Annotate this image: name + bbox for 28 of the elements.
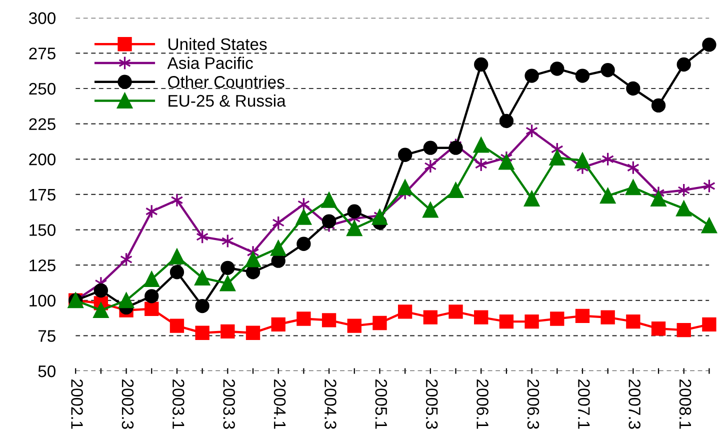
y-tick-label: 250 (29, 82, 56, 95)
y-tick-label: 175 (30, 189, 56, 201)
x-tick-label: 2003.3 (223, 379, 235, 429)
legend-label: Asia Pacific (167, 56, 253, 69)
y-tick-label: 75 (38, 330, 56, 342)
x-tick-label: 2007.3 (628, 379, 640, 429)
x-tick-label: 2003.1 (172, 379, 184, 429)
y-tick-label: 50 (38, 365, 56, 378)
legend-label: United States (168, 38, 267, 50)
legend-label: Other Countries (168, 76, 284, 88)
x-tick-label: 2008.1 (679, 379, 692, 429)
legend-label: EU-25 & Russia (168, 94, 286, 107)
y-tick-label: 200 (29, 154, 56, 166)
x-tick-label: 2007.1 (578, 379, 590, 429)
y-tick-label: 275 (29, 48, 56, 60)
x-tick-label: 2006.1 (476, 379, 488, 429)
x-tick-label: 2005.3 (426, 379, 438, 429)
x-tick-label: 2004.3 (324, 379, 336, 429)
y-tick-label: 150 (30, 224, 56, 236)
x-tick-label: 2002.1 (71, 379, 83, 429)
y-tick-label: 225 (29, 118, 56, 130)
y-tick-label: 100 (30, 294, 56, 307)
y-tick-label: 125 (30, 259, 56, 272)
x-tick-label: 2006.3 (527, 379, 540, 429)
x-tick-label: 2005.1 (375, 379, 388, 429)
y-tick-label: 300 (28, 12, 56, 24)
x-tick-label: 2004.1 (274, 379, 286, 429)
x-tick-label: 2002.3 (122, 379, 134, 429)
